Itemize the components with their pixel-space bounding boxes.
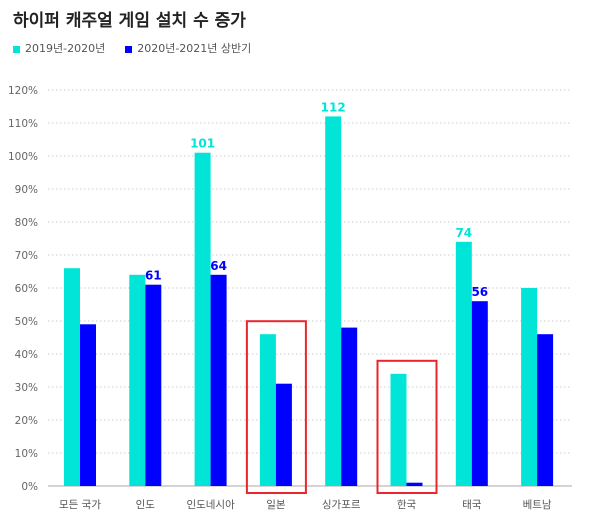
- x-tick-label: 싱가포르: [322, 499, 361, 511]
- legend-item-0: 2019년-2020년: [13, 40, 105, 56]
- x-tick-label: 일본: [266, 498, 286, 511]
- y-tick-label: 10%: [15, 448, 38, 460]
- bar-0-7: [521, 288, 538, 486]
- y-tick-label: 70%: [15, 250, 38, 262]
- y-tick-label: 30%: [15, 382, 38, 394]
- bar-1-0: [80, 324, 96, 486]
- bar-0-5: [390, 373, 407, 486]
- data-label: 74: [455, 226, 472, 240]
- bar-1-1: [145, 284, 162, 486]
- bar-0-1: [129, 274, 146, 486]
- data-label: 61: [145, 269, 162, 283]
- y-tick-label: 120%: [8, 85, 38, 97]
- bar-0-3: [259, 334, 276, 486]
- bar-1-5: [406, 482, 423, 486]
- bar-1-7: [537, 334, 554, 486]
- y-tick-label: 80%: [15, 217, 38, 229]
- bar-1-4: [341, 327, 358, 486]
- x-tick-label: 한국: [397, 499, 417, 511]
- y-tick-label: 110%: [8, 118, 38, 130]
- highlight-box: [245, 320, 307, 495]
- chart-title: 하이퍼 캐주얼 게임 설치 수 증가: [13, 11, 246, 31]
- legend: 2019년-2020년 2020년-2021년 상반기: [13, 40, 251, 56]
- bar-0-2: [194, 152, 211, 486]
- x-tick-label: 모든 국가: [59, 499, 101, 511]
- bar-0-6: [455, 241, 472, 486]
- y-tick-label: 90%: [15, 184, 38, 196]
- legend-item-1: 2020년-2021년 상반기: [125, 40, 251, 56]
- legend-label: 2020년-2021년 상반기: [137, 42, 252, 55]
- highlight-box: [376, 359, 438, 494]
- data-label: 64: [210, 259, 227, 273]
- y-tick-label: 40%: [15, 349, 38, 361]
- y-tick-label: 0%: [21, 481, 38, 493]
- y-tick-label: 60%: [15, 283, 38, 295]
- x-tick-label: 인도네시아: [186, 499, 235, 511]
- bar-1-3: [275, 383, 292, 486]
- legend-label: 2019년-2020년: [25, 42, 106, 55]
- x-tick-label: 태국: [462, 499, 482, 511]
- data-label: 56: [471, 285, 488, 299]
- x-tick-label: 베트남: [523, 499, 552, 511]
- bar-1-2: [210, 274, 227, 486]
- bar-0-4: [325, 116, 342, 487]
- y-tick-label: 100%: [8, 151, 38, 163]
- bar-1-6: [471, 301, 488, 486]
- legend-swatch: [125, 45, 133, 53]
- data-label: 101: [190, 137, 215, 151]
- legend-swatch: [13, 45, 20, 53]
- bar-0-0: [64, 268, 80, 486]
- y-tick-label: 20%: [15, 415, 38, 427]
- data-label: 112: [321, 100, 346, 114]
- x-tick-label: 인도: [136, 499, 156, 511]
- y-tick-label: 50%: [15, 316, 38, 328]
